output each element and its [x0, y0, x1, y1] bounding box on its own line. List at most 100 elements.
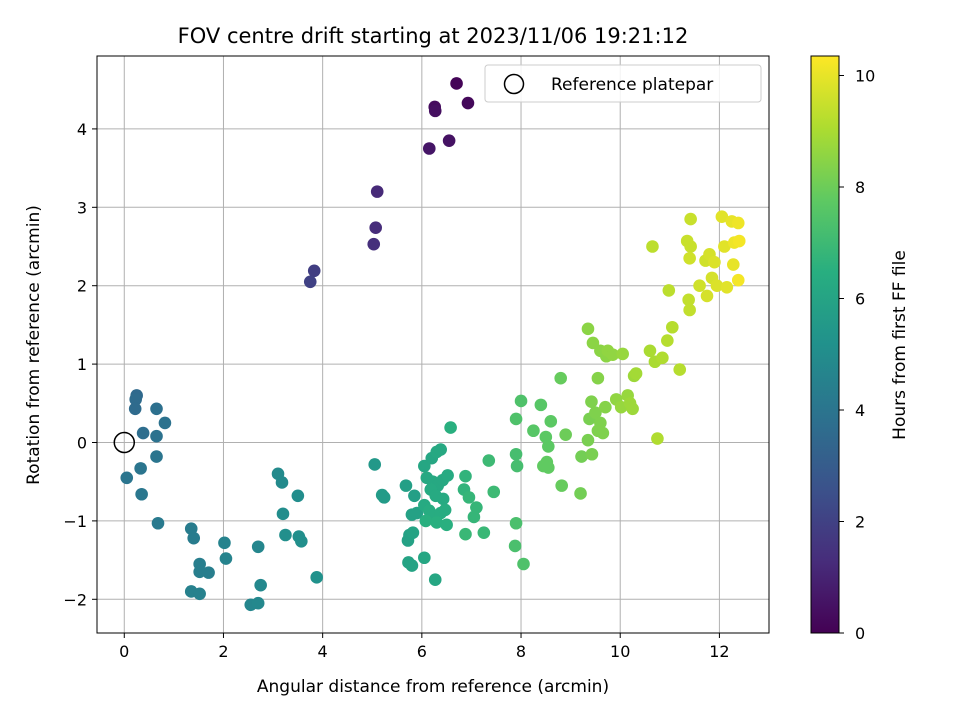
data-point	[684, 212, 697, 226]
x-tick-label: 8	[516, 642, 526, 661]
data-point	[408, 489, 421, 503]
x-tick-label: 2	[218, 642, 228, 661]
data-point	[136, 426, 150, 440]
x-axis-label: Angular distance from reference (arcmin)	[257, 677, 609, 697]
data-point	[410, 506, 424, 520]
data-point	[589, 406, 602, 420]
data-point	[710, 279, 724, 293]
x-tick-label: 4	[318, 642, 328, 661]
data-point	[626, 402, 639, 416]
data-point	[442, 134, 456, 147]
colorbar-label: Hours from first FF file	[890, 250, 910, 440]
data-point	[726, 258, 740, 271]
data-point	[251, 596, 265, 610]
data-point	[459, 527, 472, 541]
data-point	[406, 526, 420, 539]
data-point	[646, 240, 659, 253]
y-tick-label: 4	[77, 120, 87, 139]
data-point	[151, 516, 165, 530]
data-point	[629, 367, 643, 380]
data-point	[554, 371, 568, 385]
data-point	[218, 536, 231, 550]
colorbar-ticks: 0 2 4 6 8 10	[839, 67, 875, 643]
legend: Reference platepar	[484, 64, 762, 103]
data-point	[732, 234, 746, 248]
data-point	[700, 289, 714, 303]
data-point	[150, 402, 163, 416]
data-point	[684, 240, 697, 253]
data-point	[399, 479, 413, 492]
data-point	[718, 240, 731, 253]
y-axis-ticks: −2 −1 0 1 2 3 4	[63, 120, 97, 609]
data-point	[369, 221, 383, 234]
data-points	[120, 77, 746, 612]
data-point	[606, 348, 620, 361]
data-point	[158, 416, 172, 430]
data-point	[367, 237, 381, 251]
data-point	[418, 459, 431, 473]
data-point	[508, 539, 522, 553]
data-point	[251, 540, 265, 554]
data-point	[438, 503, 452, 517]
legend-entry-reference-platepar: Reference platepar	[551, 75, 713, 95]
data-point	[651, 432, 664, 445]
data-point	[708, 255, 721, 269]
data-point	[436, 492, 450, 506]
data-point	[574, 487, 587, 500]
colorbar	[810, 55, 840, 634]
data-point	[662, 284, 676, 297]
data-point	[527, 424, 540, 438]
data-point	[656, 351, 669, 365]
data-point	[135, 487, 148, 501]
data-point	[715, 210, 729, 224]
data-point	[482, 454, 496, 467]
colorbar-tick-label: 6	[855, 290, 865, 309]
y-tick-label: 1	[77, 355, 87, 374]
data-point	[275, 476, 289, 489]
legend-box	[484, 64, 762, 103]
plot-area-frame	[96, 55, 770, 634]
colorbar-tick-label: 0	[855, 624, 865, 643]
data-point	[303, 275, 317, 289]
data-point	[585, 395, 598, 409]
data-point	[405, 559, 419, 572]
data-point	[510, 459, 524, 473]
y-tick-label: 0	[77, 433, 87, 452]
data-point	[594, 416, 607, 430]
data-point	[661, 334, 674, 347]
data-point	[461, 96, 475, 110]
data-point	[202, 566, 215, 579]
data-point	[441, 469, 454, 482]
y-tick-label: 2	[77, 277, 87, 296]
data-point	[581, 322, 595, 336]
data-point	[428, 573, 442, 586]
data-point	[731, 216, 745, 230]
data-point	[514, 394, 528, 408]
data-point	[444, 421, 457, 434]
colorbar-tick-label: 2	[855, 513, 865, 532]
data-point	[673, 363, 687, 376]
data-point	[462, 491, 476, 504]
data-point	[477, 526, 491, 539]
legend-marker-icon	[503, 73, 525, 95]
data-point	[682, 293, 695, 307]
data-point	[616, 347, 629, 361]
data-point	[434, 443, 447, 456]
colorbar-tick-label: 4	[855, 401, 865, 420]
data-point	[720, 280, 734, 294]
data-point	[418, 551, 431, 565]
data-point	[559, 428, 572, 441]
data-point	[575, 450, 588, 463]
data-point	[307, 264, 321, 278]
data-point	[187, 531, 201, 545]
y-tick-label: 3	[77, 198, 87, 217]
data-point	[542, 440, 555, 453]
data-point	[279, 528, 292, 542]
x-tick-label: 12	[709, 642, 729, 661]
reference-platepar-marker	[113, 431, 136, 454]
data-point	[534, 398, 548, 412]
grid	[97, 56, 769, 633]
data-point	[665, 320, 679, 334]
data-point	[509, 516, 523, 530]
